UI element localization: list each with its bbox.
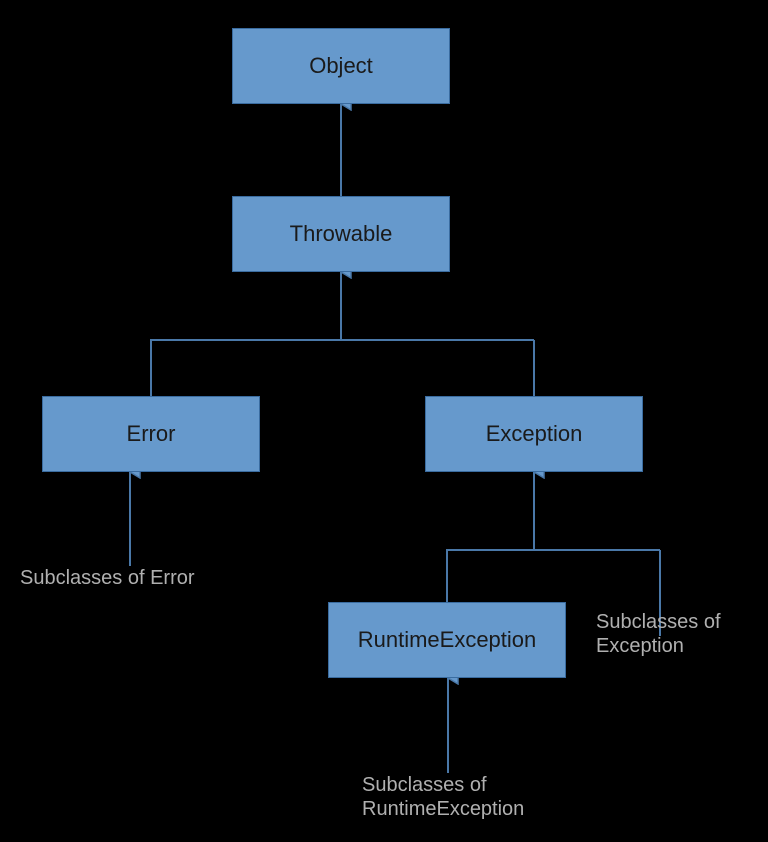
node-label: Exception [486, 421, 583, 447]
node-label: Object [309, 53, 373, 79]
node-label: RuntimeException [358, 627, 537, 653]
node-object: Object [232, 28, 450, 104]
label-subclasses-runtimeexception: Subclasses of RuntimeException [362, 773, 582, 821]
label-subclasses-exception: Subclasses of Exception [596, 610, 756, 658]
node-label: Throwable [290, 221, 393, 247]
label-subclasses-error: Subclasses of Error [20, 566, 240, 590]
node-label: Error [127, 421, 176, 447]
node-exception: Exception [425, 396, 643, 472]
node-error: Error [42, 396, 260, 472]
edge-runtime-exception [447, 472, 660, 602]
edge-error-throwable [151, 272, 534, 396]
node-throwable: Throwable [232, 196, 450, 272]
node-runtimeexception: RuntimeException [328, 602, 566, 678]
